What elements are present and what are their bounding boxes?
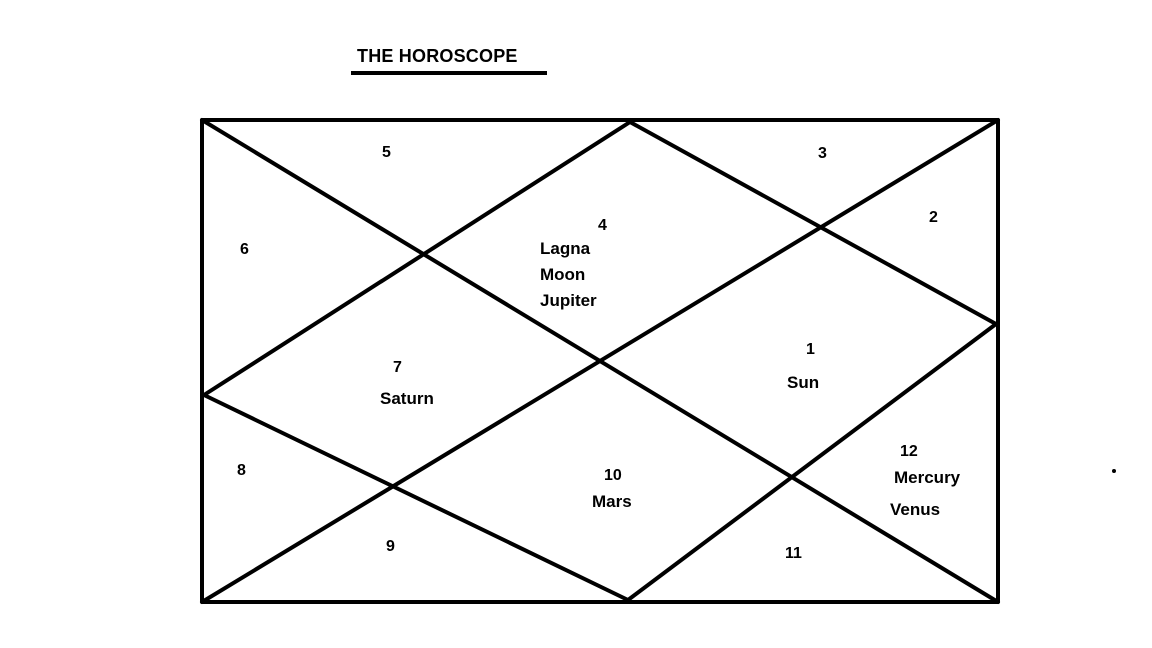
house-3-number: 3	[818, 145, 827, 162]
stray-dot	[1112, 469, 1116, 473]
house-10-number: 10	[604, 467, 622, 484]
house-12-planet: Venus	[890, 500, 941, 519]
diamond-edge-top-left	[202, 120, 632, 397]
planet-label: Moon	[540, 265, 586, 284]
house-4-number: 4	[598, 217, 607, 234]
house-10-planet: Mars	[592, 492, 632, 511]
house-1-planet: Sun	[787, 373, 820, 392]
planet-label: Jupiter	[540, 291, 597, 310]
planet-label: Lagna	[540, 239, 591, 258]
chart-title: THE HOROSCOPE	[357, 46, 518, 66]
house-7-planet: Saturn	[380, 389, 434, 408]
house-7-number: 7	[393, 359, 402, 376]
diagonal-line-2	[200, 118, 1000, 604]
house-8-number: 8	[237, 462, 246, 479]
title-underline	[351, 71, 547, 75]
house-12-number: 12	[900, 443, 918, 460]
house-5-number: 5	[382, 144, 391, 161]
house-2-number: 2	[929, 209, 938, 226]
house-6-number: 6	[240, 241, 249, 258]
house-1-number: 1	[806, 341, 815, 358]
house-11-number: 11	[785, 545, 802, 562]
house-12-planet: Mercury	[894, 468, 961, 487]
house-4-planets: Lagna Moon Jupiter	[540, 236, 597, 314]
diamond-edge-bottom-right	[626, 322, 998, 602]
house-9-number: 9	[386, 538, 395, 555]
diamond-edge-top-right	[628, 120, 998, 326]
diamond-edge-bottom-left	[202, 393, 630, 602]
chart-frame	[200, 118, 1000, 604]
